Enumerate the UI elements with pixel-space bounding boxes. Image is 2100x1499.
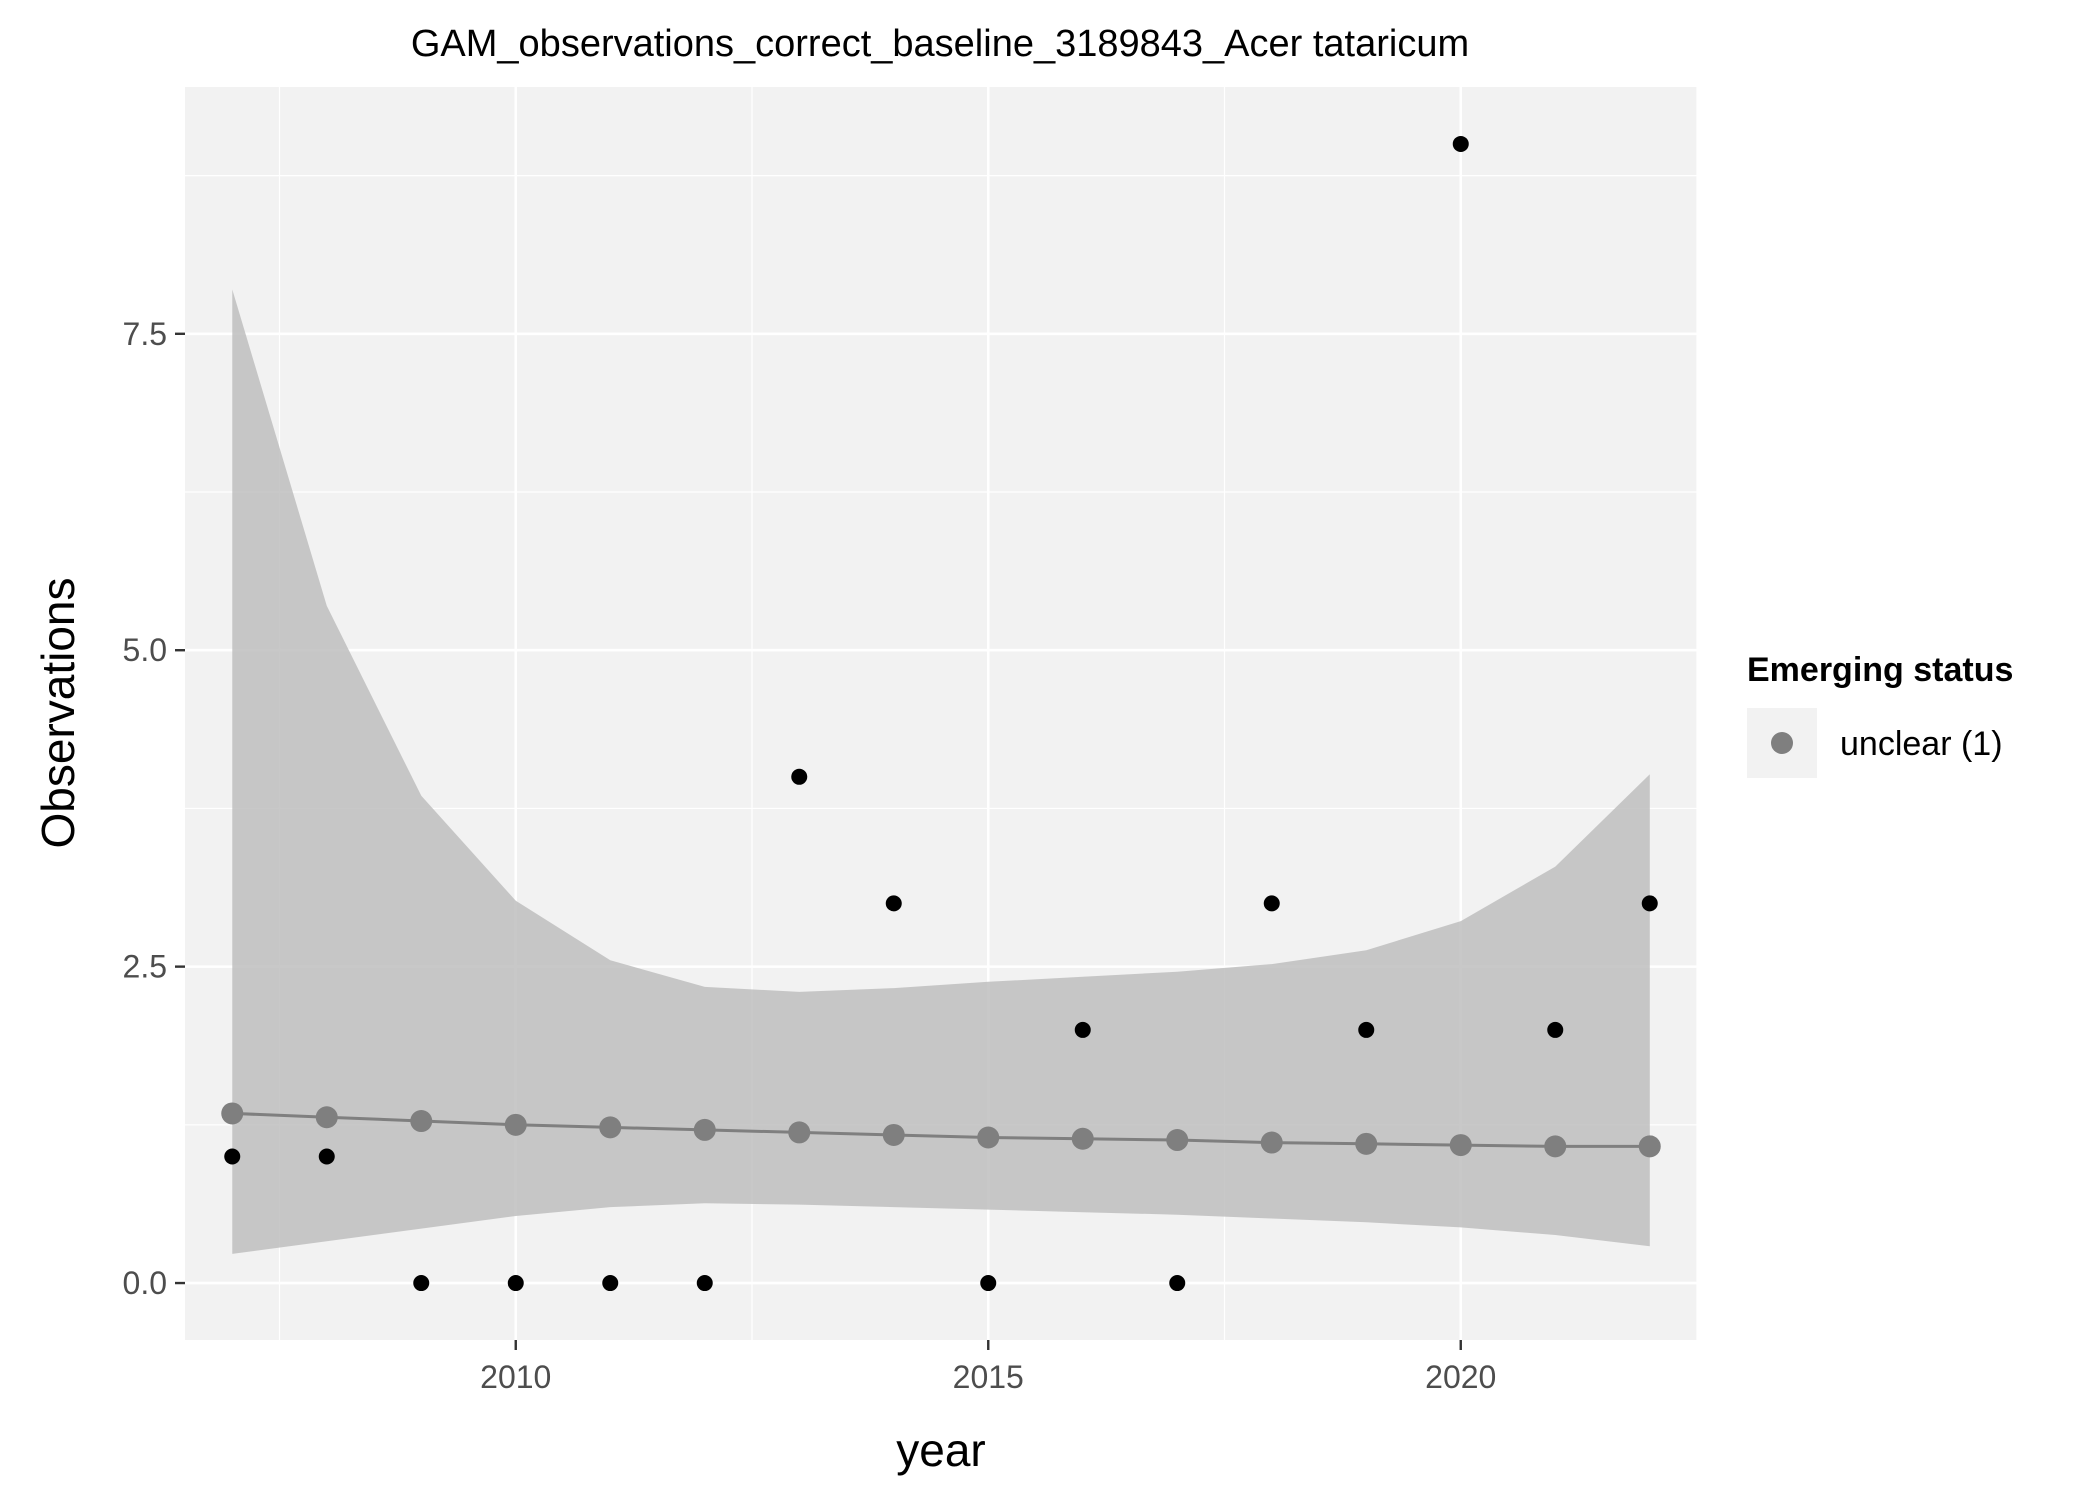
fitted-point <box>882 1123 905 1146</box>
observed-point <box>224 1148 241 1165</box>
observed-point <box>1547 1021 1564 1038</box>
confidence-band <box>232 289 1650 1254</box>
observed-series <box>224 135 1658 1292</box>
fitted-point <box>1166 1129 1189 1152</box>
fitted-point <box>504 1113 527 1136</box>
x-tick-label: 2010 <box>480 1359 551 1395</box>
fitted-point <box>1355 1132 1378 1155</box>
observed-point <box>791 768 808 785</box>
observed-point <box>1169 1275 1186 1292</box>
fitted-line <box>232 1111 1650 1148</box>
observed-point <box>1074 1021 1091 1038</box>
y-tick-label: 2.5 <box>123 949 167 985</box>
legend-key-dot <box>1771 732 1793 754</box>
observed-point <box>1641 895 1658 912</box>
fitted-point <box>1638 1135 1661 1158</box>
fitted-point <box>1260 1131 1283 1154</box>
fitted-point <box>977 1126 1000 1149</box>
axes: 0.0 2.5 5.0 7.5 2010 2015 2020 <box>123 316 1497 1395</box>
fitted-series <box>221 1102 1661 1158</box>
observed-point <box>318 1148 335 1165</box>
fitted-point <box>788 1121 811 1144</box>
observed-point <box>413 1275 430 1292</box>
fitted-point <box>693 1118 716 1141</box>
observed-point <box>696 1275 713 1292</box>
legend-title: Emerging status <box>1747 651 2013 689</box>
fitted-point <box>1544 1135 1567 1158</box>
x-tick-label: 2015 <box>953 1359 1024 1395</box>
y-tick-label: 7.5 <box>123 316 167 352</box>
observed-point <box>885 895 902 912</box>
observed-point <box>1452 135 1469 152</box>
observed-point <box>980 1275 997 1292</box>
fitted-point <box>410 1110 433 1133</box>
fitted-point <box>315 1106 338 1129</box>
observed-point <box>1358 1021 1375 1038</box>
legend: Emerging status unclear (1) <box>1747 651 2013 778</box>
observed-point <box>1263 895 1280 912</box>
chart-title: GAM_observations_correct_baseline_318984… <box>411 23 1469 65</box>
observed-point <box>602 1275 619 1292</box>
y-tick-label: 5.0 <box>123 632 167 668</box>
observed-point <box>507 1275 524 1292</box>
fitted-point <box>221 1102 244 1125</box>
y-tick-label: 0.0 <box>123 1265 167 1301</box>
fitted-point <box>599 1116 622 1139</box>
fitted-point <box>1071 1127 1094 1150</box>
x-tick-label: 2020 <box>1425 1359 1496 1395</box>
y-axis-title: Observations <box>32 577 84 848</box>
x-axis-title: year <box>896 1424 985 1476</box>
fitted-point <box>1449 1134 1472 1157</box>
confidence-ribbon <box>232 289 1650 1254</box>
legend-label: unclear (1) <box>1840 725 2003 763</box>
